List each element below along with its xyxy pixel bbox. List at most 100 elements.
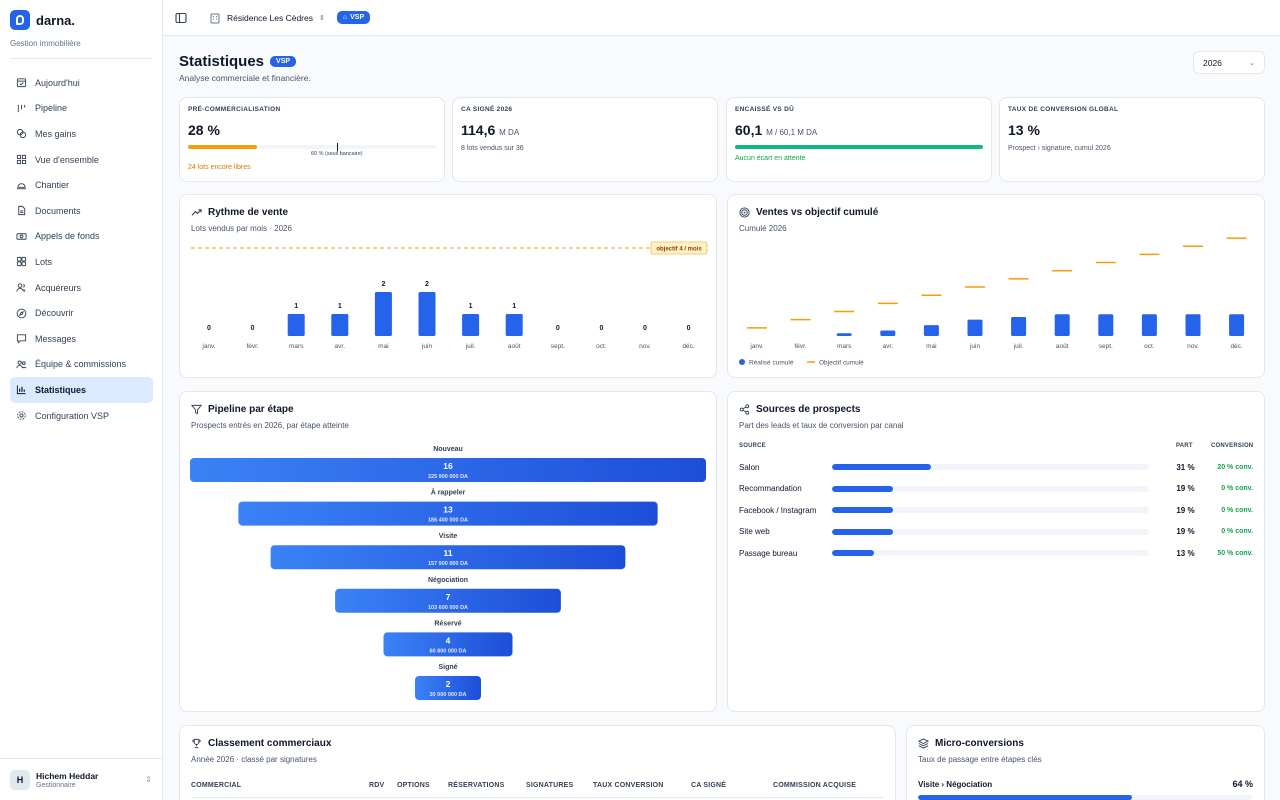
sidebar-item-label: Pipeline	[35, 103, 68, 114]
bar[interactable]	[462, 314, 480, 336]
realise-bar[interactable]	[880, 330, 896, 336]
realise-bar[interactable]	[836, 333, 852, 336]
x-tick-label: juin	[421, 343, 433, 350]
bar-value-label: 0	[251, 325, 255, 332]
sidebar-item-label: Chantier	[35, 180, 70, 191]
sidebar-item-appels-de-fonds[interactable]: Appels de fonds	[10, 224, 153, 250]
realise-bar[interactable]	[1054, 314, 1070, 336]
x-tick-label: avr.	[883, 343, 894, 350]
sidebar-item-statistiques[interactable]: Statistiques	[10, 377, 153, 403]
bar-value-label: 0	[207, 325, 211, 332]
sidebar-item-configuration-vsp[interactable]: Configuration VSP	[10, 403, 153, 429]
funnel-stage-label: Signé	[438, 664, 457, 671]
col-header[interactable]: COMMISSION ACQUISE	[773, 782, 857, 789]
sources-card: Sources de prospects Part des leads et t…	[727, 391, 1265, 712]
kpi-card-ca-signe: CA SIGNÉ 2026 114,6 M DA 8 lots vendus s…	[452, 97, 718, 182]
funnel-amount: 225 900 000 DA	[428, 474, 468, 480]
sidebar-item-decouvrir[interactable]: Découvrir	[10, 300, 153, 326]
funnel-bar[interactable]	[238, 501, 658, 526]
realise-bar[interactable]	[1141, 314, 1157, 336]
funnel-bar[interactable]	[270, 545, 626, 570]
col-header-conversion: CONVERSION	[1211, 443, 1254, 449]
card-title-text: Pipeline par étape	[208, 404, 294, 415]
col-header[interactable]: SIGNATURES	[526, 782, 574, 789]
kpi-value: 60,1 M / 60,1 M DA	[735, 122, 818, 138]
x-tick-label: juin	[969, 343, 981, 350]
page-heading: Statistiques	[179, 53, 265, 70]
sidebar-item-label: Aujourd'hui	[35, 77, 80, 88]
user-menu[interactable]: H Hichem Heddar Gestionnaire ⇕	[0, 758, 162, 800]
col-header[interactable]: CA SIGNÉ	[691, 782, 727, 789]
bar[interactable]	[505, 314, 523, 336]
funnel-bar[interactable]	[383, 632, 513, 657]
sidebar-toggle-icon[interactable]	[175, 12, 187, 24]
funnel-count: 2	[446, 679, 451, 689]
source-share-track	[832, 528, 1149, 535]
col-header[interactable]: TAUX CONVERSION	[593, 782, 664, 789]
year-select[interactable]: 2026 ⌄	[1193, 51, 1265, 74]
source-conversion: 0 % conv.	[1221, 528, 1253, 536]
bar[interactable]	[331, 314, 349, 336]
realise-bar[interactable]	[1098, 314, 1114, 336]
sidebar-item-lots[interactable]: Lots	[10, 249, 153, 275]
realise-bar[interactable]	[1229, 314, 1245, 336]
col-header[interactable]: RÉSERVATIONS	[448, 782, 505, 789]
card-title: Sources de prospects	[739, 404, 860, 415]
bar-value-label: 2	[381, 281, 385, 288]
source-part: 19 %	[1176, 527, 1195, 537]
bar[interactable]	[287, 314, 305, 336]
table-row: Facebook / Instagram 19 % 0 % conv.	[739, 503, 1253, 517]
sidebar-item-documents[interactable]: Documents	[10, 198, 153, 224]
card-title: Ventes vs objectif cumulé	[739, 207, 878, 218]
kpi-note: Aucun écart en attente	[735, 155, 806, 162]
calendar-check-icon	[16, 78, 27, 88]
realise-bar[interactable]	[923, 325, 939, 336]
funnel-bar[interactable]	[335, 588, 561, 613]
funnel-amount: 186 400 000 DA	[428, 518, 468, 524]
funnel-bar[interactable]	[415, 676, 481, 700]
x-tick-label: janv.	[201, 343, 215, 350]
funnel-stage-label: Négociation	[428, 577, 468, 584]
funnel-count: 4	[446, 635, 451, 645]
x-tick-label: nov.	[1187, 343, 1199, 350]
realise-bar[interactable]	[967, 319, 983, 336]
micro-item-label: Visite › Négociation	[918, 780, 993, 789]
realise-bar[interactable]	[1011, 316, 1027, 336]
grid-icon	[16, 154, 27, 165]
bar[interactable]	[374, 292, 392, 336]
funnel-amount: 60 800 000 DA	[430, 648, 467, 654]
page-title: Statistiques VSP	[179, 53, 297, 70]
sidebar-item-pipeline[interactable]: Pipeline	[10, 96, 153, 122]
sidebar-item-chantier[interactable]: Chantier	[10, 172, 153, 198]
realise-bar[interactable]	[1185, 314, 1201, 336]
bar-value-label: 1	[338, 303, 342, 310]
topbar: Résidence Les Cèdres ⇕ ⌂ VSP	[163, 0, 1280, 36]
funnel-bar[interactable]	[190, 458, 706, 482]
project-selector[interactable]: Résidence Les Cèdres ⇕	[209, 12, 325, 24]
sidebar-item-messages[interactable]: Messages	[10, 326, 153, 352]
sidebar-item-vue-d-ensemble[interactable]: Vue d'ensemble	[10, 147, 153, 173]
funnel-stage-label: À rappeler	[431, 488, 466, 497]
classement-card: Classement commerciaux Année 2026 · clas…	[179, 725, 896, 800]
kpi-progress-bar	[735, 145, 983, 149]
source-name: Recommandation	[739, 484, 802, 494]
app-logo[interactable]: darna.	[10, 10, 75, 30]
col-header[interactable]: OPTIONS	[397, 782, 430, 789]
col-header[interactable]: RDV	[369, 782, 385, 789]
x-tick-label: août	[508, 343, 521, 350]
card-subtitle: Cumulé 2026	[739, 224, 787, 233]
bar[interactable]	[418, 292, 436, 336]
source-name: Site web	[739, 527, 770, 537]
funnel-stage-label: Réservé	[434, 620, 461, 627]
sidebar-item-mes-gains[interactable]: Mes gains	[10, 121, 153, 147]
sidebar-item-acquereurs[interactable]: Acquéreurs	[10, 275, 153, 301]
sidebar-item-equipe-commissions[interactable]: Équipe & commissions	[10, 352, 153, 378]
legend-label: Réalisé cumulé	[749, 360, 794, 367]
app-name: darna.	[36, 12, 76, 28]
col-header[interactable]: COMMERCIAL	[191, 782, 242, 789]
x-tick-label: mai	[378, 343, 388, 350]
source-share-fill	[832, 507, 893, 514]
sidebar-item-label: Statistiques	[35, 384, 87, 395]
sidebar-item-aujourd-hui[interactable]: Aujourd'hui	[10, 70, 153, 96]
logo-icon	[10, 10, 30, 30]
